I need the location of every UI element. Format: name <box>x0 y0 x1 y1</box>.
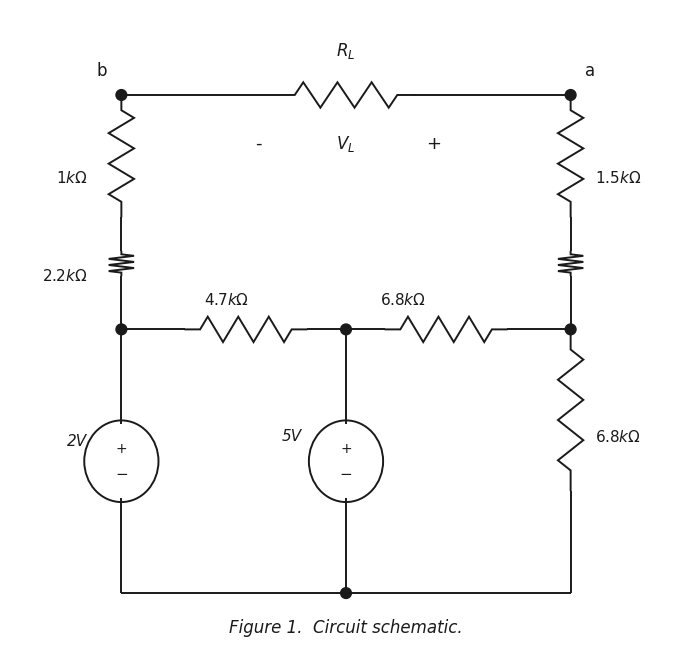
Text: $V_L$: $V_L$ <box>336 134 356 154</box>
Circle shape <box>116 90 127 101</box>
Text: −: − <box>115 467 128 482</box>
Text: $R_L$: $R_L$ <box>336 41 356 61</box>
Text: +: + <box>426 135 441 153</box>
Text: a: a <box>585 62 595 80</box>
Text: 2V: 2V <box>67 434 87 449</box>
Text: +: + <box>116 443 127 456</box>
Circle shape <box>340 324 352 335</box>
Text: −: − <box>340 467 352 482</box>
Text: $1k\Omega$: $1k\Omega$ <box>55 170 87 186</box>
Text: Figure 1.  Circuit schematic.: Figure 1. Circuit schematic. <box>229 619 463 637</box>
Circle shape <box>116 324 127 335</box>
Text: $6.8k\Omega$: $6.8k\Omega$ <box>380 292 426 308</box>
Circle shape <box>565 90 576 101</box>
Text: $4.7k\Omega$: $4.7k\Omega$ <box>204 292 250 308</box>
Text: b: b <box>96 62 107 80</box>
Text: 5V: 5V <box>282 430 302 445</box>
Text: -: - <box>255 135 262 153</box>
Text: $2.2k\Omega$: $2.2k\Omega$ <box>42 267 87 284</box>
Circle shape <box>565 324 576 335</box>
Text: $1.5k\Omega$: $1.5k\Omega$ <box>595 170 641 186</box>
Text: $6.8k\Omega$: $6.8k\Omega$ <box>595 429 641 445</box>
Text: +: + <box>340 443 352 456</box>
Circle shape <box>340 588 352 598</box>
